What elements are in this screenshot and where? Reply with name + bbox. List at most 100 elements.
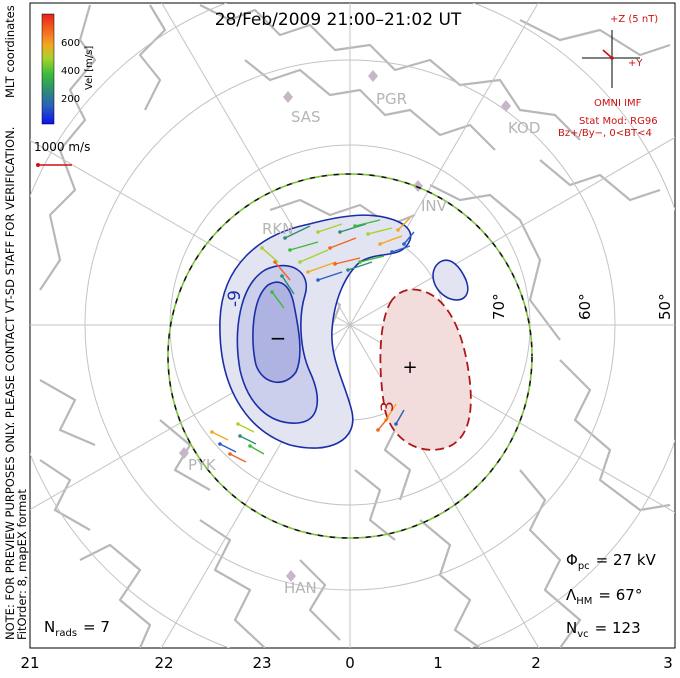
stat-nvc: Nvc = 123	[566, 619, 641, 640]
latitude-labels: 70° 60° 50°	[490, 293, 674, 320]
velocity-vector	[395, 409, 405, 425]
stats-block: Nrads = 7 Φpc = 27 kV ΛHM = 67° Nvc = 123	[44, 551, 657, 640]
station-marker-kod	[501, 100, 511, 112]
imf-vector	[602, 49, 613, 59]
velocity-vector	[237, 423, 255, 433]
imf-clock: +Z (5 nT) +Y OMNI IMF Stat Mod: RG96 Bz+…	[558, 14, 658, 139]
coordinate-label: MLT coordinates	[3, 5, 17, 98]
lat-label-60: 60°	[576, 293, 594, 320]
velocity-vector	[211, 431, 229, 441]
potential-label-negative: -9	[225, 290, 245, 307]
velocity-vector	[359, 255, 385, 263]
lat-label-50: 50°	[656, 293, 674, 320]
station-label-pgr: PGR	[376, 90, 407, 108]
velocity-vector-origin	[358, 260, 362, 264]
station-marker-han	[286, 570, 296, 582]
velocity-vector-origin	[280, 274, 284, 278]
station-label-pyk: PYK	[188, 456, 217, 474]
stat-nrads: Nrads = 7	[44, 618, 110, 639]
velocity-vector	[339, 223, 367, 233]
station-label-han: HAN	[284, 579, 317, 597]
velocity-vector-origin	[236, 422, 240, 426]
colorbar-tick-600: 600	[61, 38, 80, 49]
mlt-label-1: 1	[433, 654, 443, 672]
colorbar-tick-200: 200	[61, 94, 80, 105]
velocity-vector	[379, 235, 403, 245]
imf-right-label: +Y	[628, 58, 643, 69]
velocity-vector	[271, 291, 285, 309]
velocity-vector-origin	[378, 242, 382, 246]
velocity-vector	[385, 403, 397, 421]
imf-top-label: +Z (5 nT)	[610, 14, 658, 25]
velocity-vector	[281, 275, 295, 295]
map-title: 28/Feb/2009 21:00–21:02 UT	[215, 10, 462, 30]
velocity-vector-origin	[366, 232, 370, 236]
velocity-vector-origin	[288, 248, 292, 252]
stat-nrads-value: = 7	[83, 618, 110, 636]
imf-condition: Bz+/By−, 0<BT<4	[558, 128, 652, 139]
velocity-vector-origin	[346, 268, 350, 272]
velocity-vector-origin	[353, 224, 357, 228]
mlt-label-23: 23	[252, 654, 271, 672]
velocity-vector	[289, 241, 319, 251]
velocity-vector	[317, 271, 343, 281]
velocity-vector-origin	[283, 236, 287, 240]
velocity-vector-origin	[228, 452, 232, 456]
velocity-vector	[329, 237, 357, 249]
velocity-vector	[239, 435, 257, 445]
colorbar-tick-400: 400	[61, 66, 80, 77]
velocity-vector	[219, 443, 237, 453]
stat-phi-symbol: Φ	[566, 551, 578, 569]
mlt-label-21: 21	[20, 654, 39, 672]
velocity-vector	[299, 249, 329, 263]
stat-phi-value: = 27 kV	[596, 551, 657, 569]
velocity-vector-origin	[376, 428, 380, 432]
velocity-vector-origin	[333, 262, 337, 266]
station-marker-sas	[283, 91, 293, 103]
stat-lambda: ΛHM = 67°	[566, 586, 642, 607]
stat-lambda-value: = 67°	[598, 586, 642, 604]
imf-source: OMNI IMF	[594, 98, 642, 109]
velocity-vector-origin	[390, 250, 394, 254]
velocity-vector	[347, 261, 373, 271]
velocity-vector	[274, 261, 291, 281]
velocity-vector-origin	[273, 260, 277, 264]
fitorder-note: FitOrder: 8, mapEX format	[15, 489, 29, 640]
velocity-vector	[354, 219, 381, 227]
lat-label-70: 70°	[490, 293, 508, 320]
station-labels: SAS PGR KOD INV RKN PYK HAN	[188, 90, 540, 597]
velocity-vector	[391, 245, 411, 253]
mlt-label-3: 3	[663, 654, 673, 672]
velocity-vector	[229, 453, 247, 463]
station-marker-pyk	[179, 447, 189, 459]
potential-min-marker: −	[270, 326, 287, 350]
station-label-kod: KOD	[508, 119, 540, 137]
hm-boundary-overlay	[167, 173, 533, 539]
mlt-label-0: 0	[345, 654, 355, 672]
mlt-label-2: 2	[531, 654, 541, 672]
stat-nrads-symbol: N	[44, 618, 55, 636]
velocity-vector	[307, 261, 337, 273]
velocity-vector-origin	[238, 434, 242, 438]
velocity-vector-origin	[394, 422, 398, 426]
preview-note: NOTE: FOR PREVIEW PURPOSES ONLY. PLEASE …	[3, 127, 17, 640]
imf-stat-model: Stat Mod: RG96	[579, 116, 658, 127]
velocity-vector	[403, 231, 415, 245]
stat-lambda-sub: HM	[576, 596, 592, 607]
colorbar	[41, 13, 55, 125]
velocity-vector-origin	[316, 230, 320, 234]
velocity-vector	[261, 247, 279, 263]
mlt-label-22: 22	[154, 654, 173, 672]
scale-vector-label: 1000 m/s	[34, 140, 90, 154]
velocity-vectors	[210, 217, 415, 463]
velocity-vector-origin	[298, 260, 302, 264]
potential-label-positive: 3	[378, 401, 398, 412]
velocity-vector	[397, 217, 411, 231]
potential-max-marker: +	[402, 357, 417, 378]
stat-nvc-value: = 123	[595, 619, 641, 637]
velocity-vector-origin	[248, 444, 252, 448]
scale-vector-dot	[36, 163, 40, 167]
station-label-rkn: RKN	[262, 220, 293, 238]
